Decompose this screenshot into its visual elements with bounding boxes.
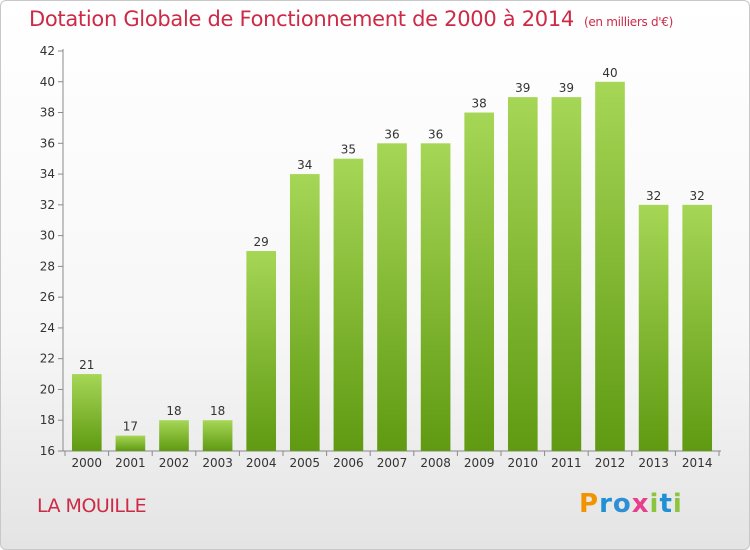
- x-tick-label-2007: 2007: [377, 456, 408, 470]
- bar-2004: [246, 251, 277, 451]
- y-tick-label: 42: [40, 44, 55, 58]
- data-label-2011: 39: [559, 81, 574, 95]
- x-tick-label-2005: 2005: [290, 456, 321, 470]
- x-tick-label-2006: 2006: [333, 456, 364, 470]
- logo-letter: i: [649, 489, 660, 519]
- bar-2009: [464, 112, 495, 452]
- x-tick-label-2013: 2013: [638, 456, 669, 470]
- chart-bars: [71, 81, 713, 452]
- bar-2000: [71, 374, 102, 451]
- y-tick-label: 22: [40, 352, 55, 366]
- x-tick-label-2010: 2010: [508, 456, 539, 470]
- y-tick-label: 20: [40, 382, 55, 396]
- data-label-2002: 18: [166, 404, 181, 418]
- y-tick-label: 34: [40, 167, 55, 181]
- bar-2006: [333, 158, 364, 451]
- logo-letter: i: [672, 489, 683, 519]
- x-tick-label-2009: 2009: [464, 456, 495, 470]
- data-label-2012: 40: [602, 66, 617, 80]
- data-label-2005: 34: [297, 158, 312, 172]
- y-tick-label: 16: [40, 444, 55, 458]
- proxiti-logo: Proxiti: [579, 489, 683, 519]
- y-tick-label: 18: [40, 413, 55, 427]
- chart-unit: (en milliers d'€): [583, 15, 673, 29]
- commune-name: LA MOUILLE: [37, 495, 147, 517]
- data-label-2013: 32: [646, 189, 661, 203]
- logo-letter: x: [631, 489, 650, 519]
- y-tick-label: 24: [40, 321, 55, 335]
- bar-2007: [377, 143, 407, 452]
- bar-2001: [115, 435, 146, 451]
- logo-letter: t: [659, 489, 673, 519]
- data-label-2014: 32: [690, 189, 705, 203]
- data-label-2004: 29: [254, 235, 269, 249]
- data-label-2010: 39: [515, 81, 530, 95]
- bar-2014: [682, 204, 713, 451]
- bar-2002: [159, 420, 189, 451]
- logo-letter: r: [599, 489, 613, 519]
- x-tick-label-2012: 2012: [595, 456, 626, 470]
- y-tick-label: 30: [40, 229, 55, 243]
- bar-2012: [595, 81, 625, 452]
- y-tick-label: 36: [40, 136, 55, 150]
- x-tick-label-2008: 2008: [420, 456, 451, 470]
- data-label-2008: 36: [428, 127, 443, 141]
- chart-title: Dotation Globale de Fonctionnement de 20…: [29, 7, 673, 31]
- data-label-2001: 17: [123, 420, 138, 434]
- logo-letter: P: [579, 489, 600, 519]
- x-tick-label-2002: 2002: [159, 456, 190, 470]
- y-tick-label: 38: [40, 106, 55, 120]
- bar-2005: [289, 174, 320, 452]
- data-label-2003: 18: [210, 404, 225, 418]
- x-tick-label-2003: 2003: [202, 456, 233, 470]
- chart-labels: 21 2000 17 2001 18 2002 18 2003 29 2004 34 2005 35 20…: [72, 66, 713, 470]
- data-label-2000: 21: [79, 358, 94, 372]
- x-tick-label-2011: 2011: [551, 456, 582, 470]
- chart-axes: 16 18 20 22 24 26 28 30 32 34 36 38 40 42: [40, 44, 721, 458]
- x-tick-label-2004: 2004: [246, 456, 277, 470]
- y-tick-label: 26: [40, 290, 55, 304]
- y-tick-label: 40: [40, 75, 55, 89]
- bar-2008: [420, 143, 451, 452]
- x-tick-label-2001: 2001: [115, 456, 146, 470]
- chart-title-text: Dotation Globale de Fonctionnement de 20…: [29, 7, 574, 31]
- bar-2010: [507, 97, 538, 452]
- data-label-2007: 36: [384, 127, 399, 141]
- x-tick-label-2000: 2000: [72, 456, 103, 470]
- logo-letter: o: [612, 489, 632, 519]
- y-tick-label: 32: [40, 198, 55, 212]
- data-label-2009: 38: [472, 97, 487, 111]
- bar-2011: [551, 97, 582, 452]
- x-tick-label-2014: 2014: [682, 456, 713, 470]
- data-label-2006: 35: [341, 143, 356, 157]
- bar-2003: [202, 420, 233, 451]
- y-tick-label: 28: [40, 259, 55, 273]
- bar-2013: [638, 204, 669, 451]
